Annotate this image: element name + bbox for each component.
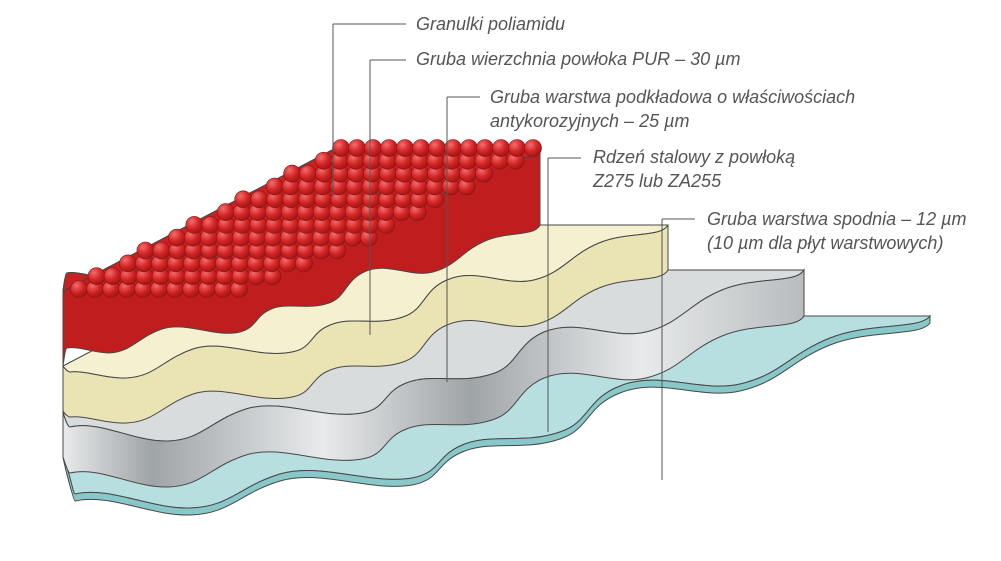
label-primer: Gruba warstwa podkładowa o właściwościac…: [490, 85, 855, 133]
label-steel-core: Rdzeń stalowy z powłoką Z275 lub ZA255: [593, 145, 795, 193]
label-pur-topcoat: Gruba wierzchnia powłoka PUR – 30 µm: [416, 47, 741, 71]
label-backing-coat: Gruba warstwa spodnia – 12 µm (10 µm dla…: [707, 207, 967, 255]
diagram-stage: { "type": "layered-cross-section-infogra…: [0, 0, 1001, 561]
label-granules: Granulki poliamidu: [416, 12, 565, 36]
